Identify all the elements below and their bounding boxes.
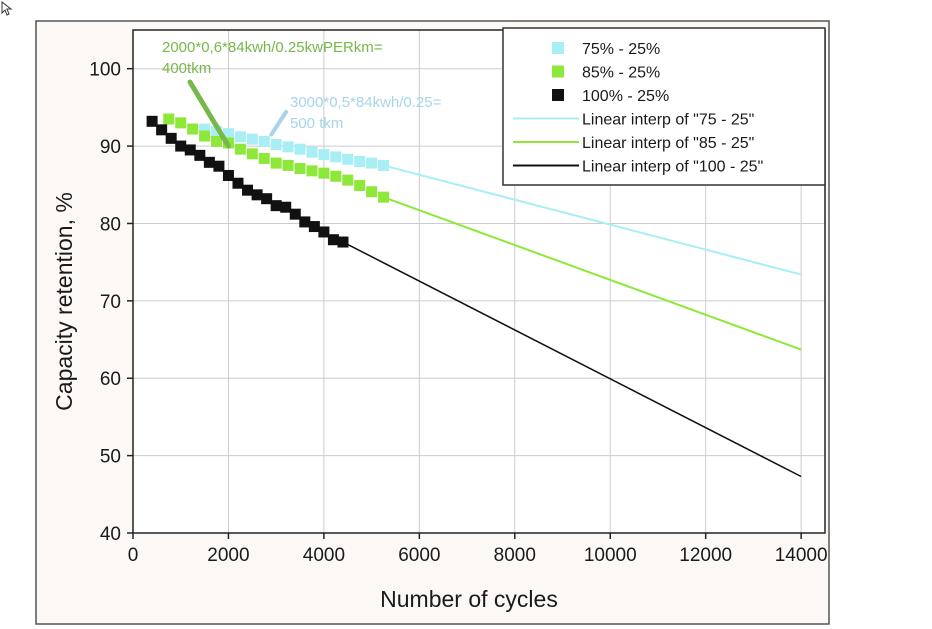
series-2-point (299, 216, 311, 228)
series-0-point (222, 128, 234, 140)
series-1-point (306, 165, 318, 177)
legend-box (502, 27, 826, 186)
fit-line-1 (383, 196, 802, 351)
series-2-point (318, 226, 330, 238)
legend-label-1: 85% - 25% (582, 65, 660, 82)
x-tick-label: 12000 (679, 545, 732, 566)
x-tick-label: 10000 (584, 545, 637, 566)
x-tick-label: 6000 (398, 545, 440, 566)
legend-label-0: 75% - 25% (582, 41, 660, 58)
y-axis-title: Capacity retention, % (51, 192, 77, 411)
anno-500tkm-arrow (269, 110, 288, 137)
legend-fit-label-0: Linear interp of "75 - 25" (582, 112, 754, 129)
legend-marker-2 (552, 89, 564, 101)
series-0-point (282, 141, 294, 153)
fit-lines (342, 164, 802, 478)
series-2-point (232, 177, 244, 189)
series-0-point (258, 135, 270, 147)
series-1-point (282, 159, 294, 171)
anno-500tkm-line: 500 tkm (290, 115, 343, 132)
series-1-point (318, 167, 330, 179)
series-0-point (294, 143, 306, 155)
series-0-point (330, 151, 342, 163)
series-1-point (199, 130, 211, 142)
series-0-point (366, 157, 378, 169)
y-tick-label: 40 (100, 524, 121, 545)
series-0-point (318, 149, 330, 161)
series-0-point (306, 146, 318, 158)
y-tick-label: 50 (100, 447, 121, 468)
x-tick-label: 0 (128, 545, 139, 566)
anno-400tkm-arrow (187, 79, 231, 149)
series-2-point (261, 193, 273, 205)
series-0-point (342, 153, 354, 165)
series-1-point (342, 174, 354, 186)
series-0-point (378, 159, 390, 171)
series-2-point (308, 221, 320, 233)
x-tick-label: 2000 (207, 545, 249, 566)
series-0-point (246, 133, 258, 145)
anno-400tkm-line: 400tkm (162, 60, 211, 77)
series-2-point (184, 144, 196, 156)
x-tick-label: 8000 (494, 545, 536, 566)
y-tick-label: 90 (100, 137, 121, 158)
series-0-point (234, 131, 246, 143)
x-axis-title: Number of cycles (380, 586, 558, 612)
series-2-point (327, 234, 339, 246)
x-tick-label: 14000 (775, 545, 828, 566)
series-0-point (199, 123, 211, 135)
annotations: 2000*0,6*84kwh/0.25kwPERkm= 400tkm 3000*0,… (162, 39, 442, 149)
x-tick-label: 4000 (303, 545, 345, 566)
anno-500tkm-line: 3000*0,5*84kwh/0.25= (290, 94, 442, 111)
legend-fit-label-2: Linear interp of "100 - 25" (582, 159, 763, 176)
fit-line-2 (342, 241, 802, 478)
legend: 75% - 25% 85% - 25% 100% - 25% Linear inter… (502, 27, 826, 186)
series-2-point (270, 200, 282, 212)
series-0-point (211, 125, 223, 137)
legend-fit-label-1: Linear interp of "85 - 25" (582, 135, 754, 152)
series-1-point (163, 113, 175, 125)
legend-label-2: 100% - 25% (582, 88, 669, 105)
y-tick-label: 60 (100, 369, 121, 390)
series-2-point (242, 184, 254, 196)
series-1-point (187, 123, 199, 135)
series-2-point (222, 169, 234, 181)
y-tick-label: 80 (100, 214, 121, 235)
y-tick-label: 70 (100, 292, 121, 313)
plot-border (132, 29, 826, 534)
series-1-point (270, 157, 282, 169)
mouse-cursor-icon (1, 1, 13, 16)
legend-marker-1 (552, 65, 564, 78)
series-2-point (156, 124, 168, 136)
series-1-point (211, 135, 223, 147)
series-1-point (246, 148, 258, 160)
series-2-point (146, 115, 158, 127)
series-2-point (337, 236, 349, 248)
series-1-point (366, 186, 378, 198)
data-series (146, 113, 390, 248)
legend-marker-0 (552, 42, 564, 54)
series-2-point (289, 208, 301, 220)
series-1-point (234, 143, 246, 155)
series-2-point (213, 160, 225, 172)
series-0-point (354, 156, 366, 168)
y-tick-label: 100 (89, 60, 121, 81)
anno-400tkm-line: 2000*0,6*84kwh/0.25kwPERkm= (162, 39, 383, 56)
series-1-point (175, 117, 187, 129)
axes: 0 2000 4000 6000 8000 10000 12000 14000 40 50 60 70… (51, 60, 828, 612)
series-1-point (258, 152, 270, 164)
series-2-point (165, 132, 177, 144)
series-2-point (194, 149, 206, 161)
series-1-point (378, 191, 390, 203)
series-0-point (270, 139, 282, 151)
series-2-point (251, 189, 263, 201)
series-1-point (294, 163, 306, 175)
fit-line-0 (383, 164, 802, 276)
series-2-point (280, 201, 292, 213)
series-2-point (203, 156, 215, 168)
series-2-point (175, 140, 187, 152)
series-1-point (354, 180, 366, 192)
series-1-point (330, 170, 342, 182)
